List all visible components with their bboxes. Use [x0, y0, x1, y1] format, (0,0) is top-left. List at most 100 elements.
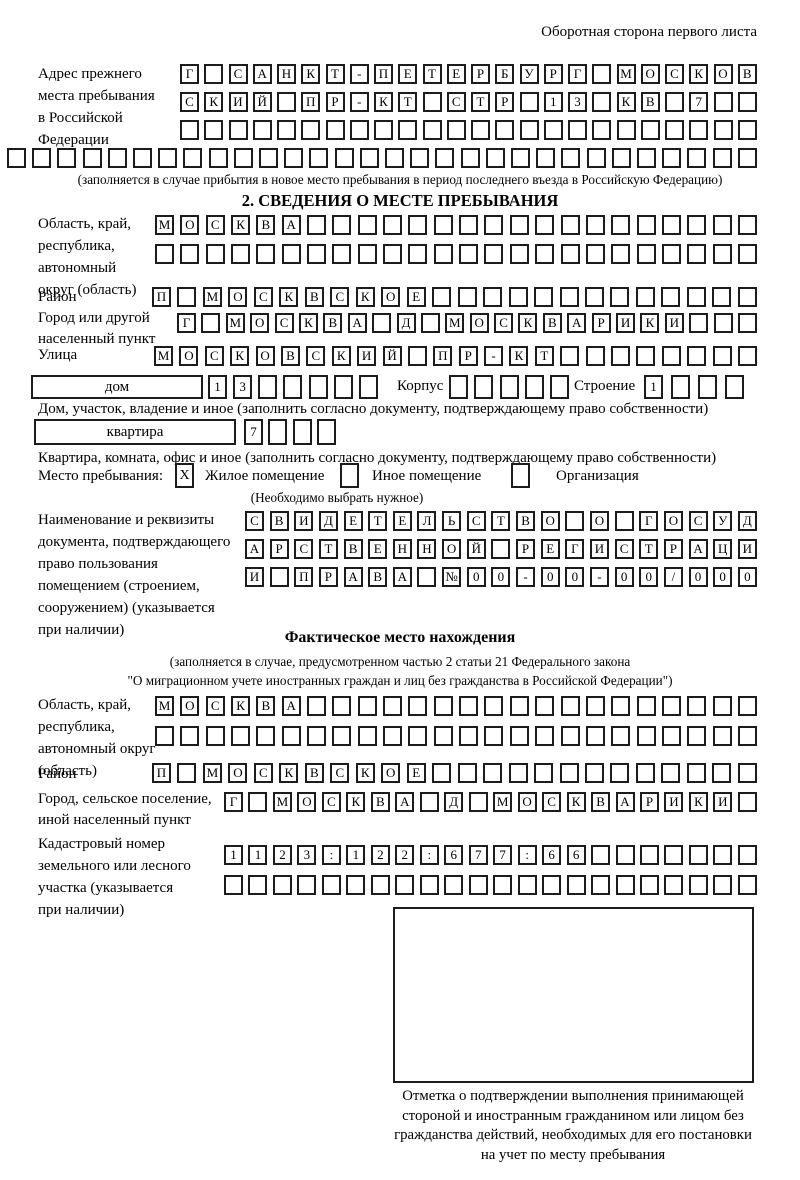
- char-cell: 1: [208, 375, 227, 399]
- char-cell: [566, 875, 586, 895]
- char-cell: [615, 845, 635, 865]
- char-cell: [661, 287, 681, 307]
- char-cell: [177, 287, 197, 307]
- char-cell: В: [256, 696, 276, 716]
- char-cell: [408, 726, 428, 746]
- char-cell: Р: [269, 539, 289, 559]
- char-cell: С: [614, 539, 634, 559]
- char-cell: [661, 346, 681, 366]
- char-cell: [737, 763, 757, 783]
- char-cell: [459, 244, 479, 264]
- char-cell: [560, 696, 580, 716]
- char-cell: [611, 244, 631, 264]
- char-cell: У: [519, 64, 539, 84]
- char-cell: [484, 726, 504, 746]
- char-cell: [524, 375, 544, 399]
- char-cell: В: [304, 763, 324, 783]
- raion-label: Район: [38, 289, 77, 305]
- char-cell: В: [269, 511, 289, 531]
- char-cell: Б: [495, 64, 515, 84]
- char-cell: [508, 287, 528, 307]
- char-cell: [277, 120, 296, 140]
- char-cell: [332, 215, 352, 235]
- char-cell: [713, 875, 733, 895]
- char-cell: Т: [368, 511, 388, 531]
- char-cell: [615, 875, 635, 895]
- char-cell: О: [228, 763, 248, 783]
- char-cell: О: [640, 64, 660, 84]
- char-cell: [258, 375, 278, 399]
- kvartira-note: Квартира, комната, офис и иное (заполнит…: [38, 450, 717, 466]
- char-cell: [133, 148, 153, 168]
- char-cell: П: [152, 287, 171, 307]
- char-cell: [419, 875, 439, 895]
- char-cell: [419, 792, 439, 812]
- kadastr-label: Кадастровый номер земельного или лесного…: [38, 833, 191, 921]
- char-cell: [560, 215, 580, 235]
- char-cell: [180, 726, 200, 746]
- char-cell: [205, 726, 225, 746]
- char-cell: [297, 875, 317, 895]
- char-cell: 1: [346, 845, 366, 865]
- char-cell: [224, 875, 243, 895]
- char-cell: [208, 148, 228, 168]
- char-cell: [468, 792, 488, 812]
- char-cell: К: [688, 792, 708, 812]
- char-cell: [687, 244, 707, 264]
- char-cell: [357, 244, 377, 264]
- char-cell: [349, 120, 369, 140]
- char-cell: -: [516, 567, 536, 587]
- char-cell: К: [566, 792, 586, 812]
- char-cell: 1: [644, 375, 663, 399]
- char-cell: Д: [318, 511, 338, 531]
- char-cell: В: [737, 64, 757, 84]
- char-cell: [560, 346, 580, 366]
- char-cell: Т: [471, 92, 490, 112]
- char-cell: [636, 346, 656, 366]
- char-cell: [640, 120, 660, 140]
- char-cell: [155, 726, 174, 746]
- char-cell: 6: [542, 845, 562, 865]
- doc-label-line: документа, подтверждающего: [38, 534, 231, 550]
- char-cell: [231, 244, 251, 264]
- char-cell: [484, 696, 504, 716]
- char-cell: 0: [614, 567, 634, 587]
- char-cell: [712, 346, 732, 366]
- char-cell: 0: [639, 567, 659, 587]
- char-cell: 2: [370, 845, 390, 865]
- char-cell: [560, 244, 580, 264]
- char-cell: С: [205, 215, 225, 235]
- char-cell: [661, 696, 681, 716]
- char-cell: [586, 148, 606, 168]
- char-cell: К: [231, 696, 251, 716]
- char-cell: [560, 726, 580, 746]
- kadastr-label-line: Кадастровый номер: [38, 836, 165, 852]
- char-cell: [616, 120, 636, 140]
- char-cell: М: [155, 696, 174, 716]
- char-cell: О: [297, 792, 317, 812]
- char-cell: 2: [272, 845, 292, 865]
- char-cell: [712, 244, 732, 264]
- char-cell: А: [343, 567, 363, 587]
- fact-gorod-label-line: Город, сельское поселение,: [38, 791, 212, 807]
- char-cell: [374, 120, 393, 140]
- char-cell: Ь: [442, 511, 462, 531]
- char-cell: А: [245, 539, 264, 559]
- char-cell: [474, 375, 494, 399]
- char-cell: [671, 375, 690, 399]
- char-cell: [559, 763, 579, 783]
- char-cell: [333, 375, 353, 399]
- char-cell: А: [281, 696, 301, 716]
- char-cell: [57, 148, 77, 168]
- char-cell: С: [253, 287, 273, 307]
- char-cell: [321, 875, 341, 895]
- char-cell: [308, 375, 328, 399]
- char-cell: [346, 875, 366, 895]
- char-cell: [204, 64, 224, 84]
- char-cell: [610, 287, 630, 307]
- char-cell: [661, 244, 681, 264]
